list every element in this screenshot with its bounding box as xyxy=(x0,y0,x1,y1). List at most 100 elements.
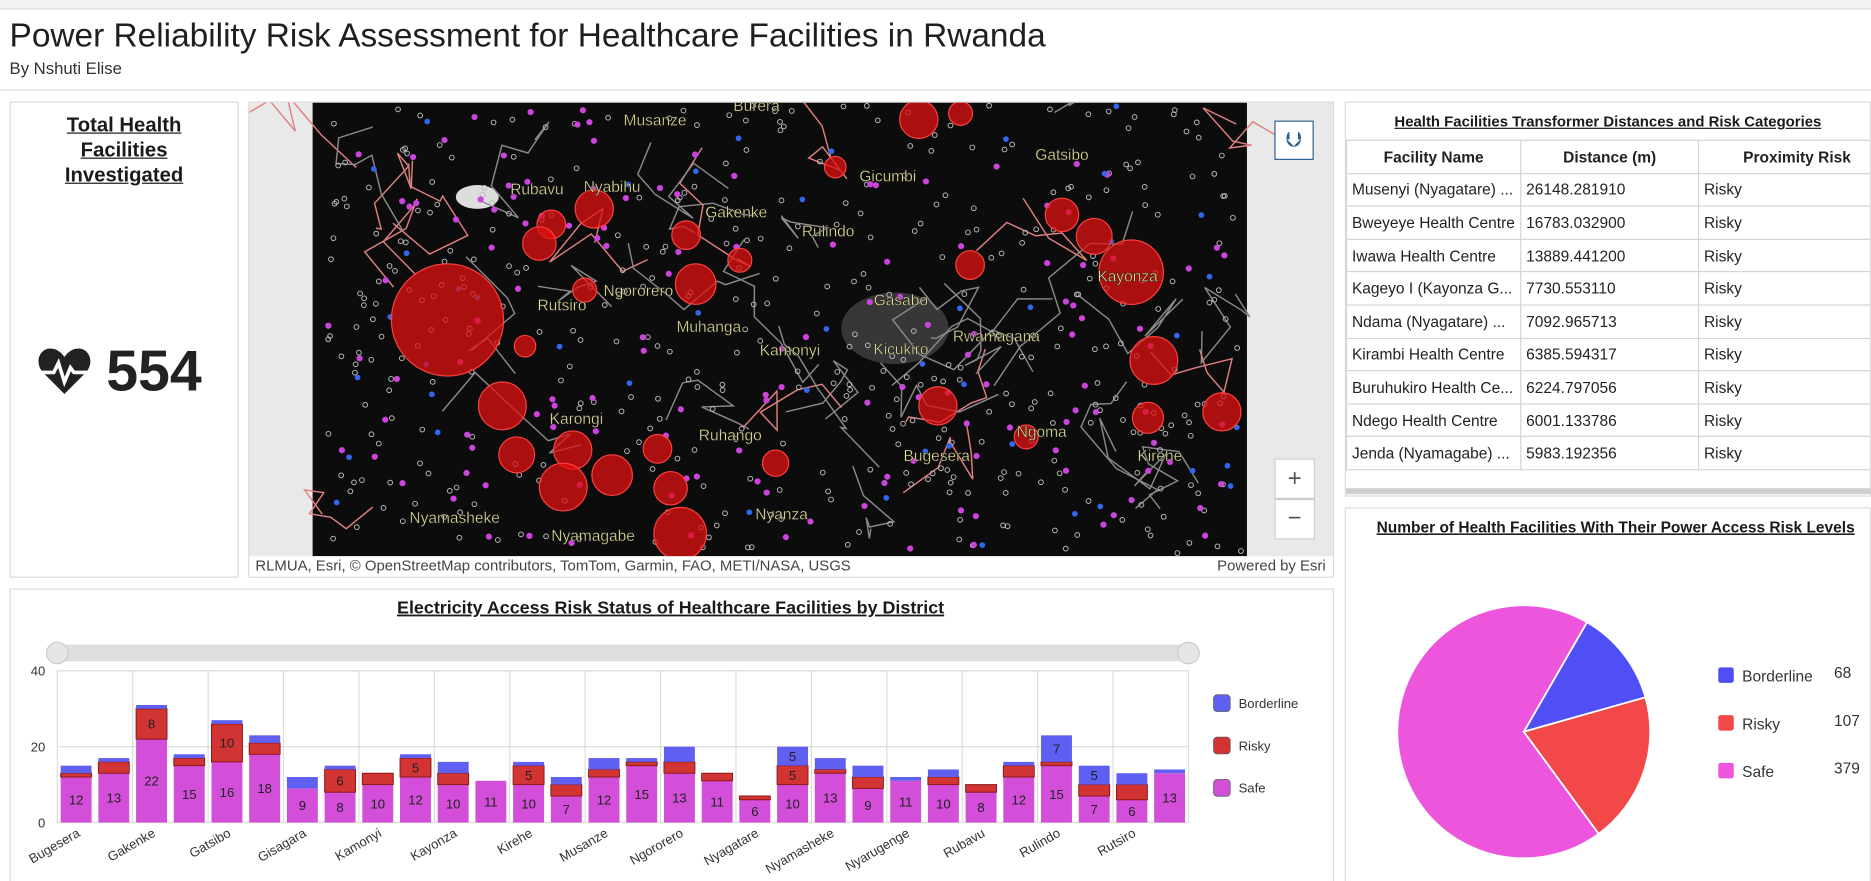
table-row[interactable]: Ndama (Nyagatare) ... 7092.965713 Risky xyxy=(1345,304,1870,339)
page-subtitle: By Nshuti Elise xyxy=(9,58,122,78)
bar-segment xyxy=(248,742,281,755)
map-facility-dot xyxy=(1145,467,1152,475)
table-container: Health Facilities Transformer Distances … xyxy=(1345,103,1870,490)
table-row[interactable]: Musenyi (Nyagatare) ... 26148.281910 Risky xyxy=(1345,172,1870,207)
map-facility-dot xyxy=(778,345,785,352)
map-place-label: Nyamagabe xyxy=(551,528,635,545)
map-facility-dot xyxy=(956,376,963,383)
map-facility-dot xyxy=(417,460,423,467)
map-facility-dot xyxy=(993,163,1000,170)
map-facility-dot xyxy=(860,270,867,277)
map-facility-dot xyxy=(910,457,917,464)
zoom-out-button[interactable]: − xyxy=(1274,498,1315,540)
table-scrollbar[interactable] xyxy=(1345,488,1871,495)
legend-swatch xyxy=(1718,715,1734,731)
map-road xyxy=(1053,102,1076,114)
bar-segment xyxy=(173,765,205,823)
map-facility-dot xyxy=(524,178,531,185)
table-row[interactable]: Iwawa Health Centre 13889.441200 Risky xyxy=(1345,238,1870,273)
map-facility-dot xyxy=(1216,240,1223,247)
bar-segment xyxy=(927,784,959,823)
map-facility-dot xyxy=(1070,302,1077,309)
map-facility-dot xyxy=(1097,503,1104,510)
legend-swatch xyxy=(1213,736,1231,755)
x-tick-label: Kayonza xyxy=(408,825,460,864)
map-facility-dot xyxy=(763,489,770,496)
table-row[interactable]: Bweyeye Health Centre 16783.032900 Risky xyxy=(1345,205,1870,240)
map-facility-dot xyxy=(622,194,629,202)
zoom-in-button[interactable]: + xyxy=(1274,458,1315,499)
map-facility-dot xyxy=(1003,136,1009,143)
map-facility-dot xyxy=(824,283,831,290)
map-facility-dot xyxy=(940,378,946,385)
map-facility-dot xyxy=(428,391,435,398)
map-facility-dot xyxy=(744,237,750,244)
table-row[interactable]: Kirambi Health Centre 6385.594317 Risky xyxy=(1345,337,1870,372)
map-facility-dot xyxy=(523,264,529,271)
map-facility-dot xyxy=(1027,304,1034,311)
map-facility-dot xyxy=(884,473,891,480)
bar-segment xyxy=(663,746,695,762)
map-facility-dot xyxy=(1193,119,1200,126)
slider-handle[interactable] xyxy=(1177,641,1200,665)
table-row[interactable]: Ndego Health Centre 6001.133786 Risky xyxy=(1345,403,1870,438)
map-facility-dot xyxy=(621,288,628,295)
map-facility-dot xyxy=(1173,332,1180,339)
map-facility-dot xyxy=(1092,346,1098,353)
map-facility-dot xyxy=(387,479,394,486)
map-facility-dot xyxy=(813,310,820,317)
map-risk-buffer xyxy=(1098,239,1165,306)
slider-handle[interactable] xyxy=(45,641,69,665)
map-facility-dot xyxy=(869,384,875,391)
bar-segment xyxy=(286,788,318,823)
map-facility-dot xyxy=(1001,146,1008,153)
map-facility-dot xyxy=(1075,291,1082,298)
map-facility-dot xyxy=(362,402,369,408)
column-header[interactable]: Distance (m) xyxy=(1520,139,1700,174)
map-facility-dot xyxy=(963,420,970,427)
table-row[interactable]: Kageyo I (Kayonza G... 7730.553110 Risky xyxy=(1345,271,1870,306)
map-facility-dot xyxy=(395,106,401,113)
map-facility-dot xyxy=(998,250,1005,257)
map-facility-dot xyxy=(429,379,436,385)
map-facility-dot xyxy=(342,159,348,166)
collapse-button[interactable]: ⮋ xyxy=(1274,120,1314,160)
map-facility-dot xyxy=(404,150,410,157)
pie-slice xyxy=(1522,696,1652,836)
map-facility-dot xyxy=(470,256,477,263)
map-place-label: Ngoma xyxy=(1017,424,1067,441)
pie-slice xyxy=(1521,620,1647,734)
map-facility-dot xyxy=(402,239,409,246)
map-facility-dot xyxy=(399,518,406,525)
table-row[interactable]: Jenda (Nyamagabe) ... 5983.192356 Risky xyxy=(1345,436,1870,471)
map-facility-dot xyxy=(1157,485,1164,492)
table-row[interactable]: Buruhukiro Health Ce... 6224.797056 Risky xyxy=(1345,370,1870,405)
map-facility-dot xyxy=(1062,486,1068,493)
map-facility-dot xyxy=(956,305,963,312)
column-header[interactable]: Facility Name xyxy=(1345,139,1522,174)
map-facility-dot xyxy=(829,241,837,248)
map-facility-dot xyxy=(1072,407,1079,414)
map-facility-dot xyxy=(844,541,851,548)
bar-segment xyxy=(513,761,545,766)
map-place-label: Burera xyxy=(733,98,780,115)
map-facility-dot xyxy=(662,243,669,250)
bar-segment xyxy=(1116,773,1148,785)
map-facility-dot xyxy=(708,216,715,222)
map-facility-dot xyxy=(1162,430,1169,437)
table-cell: 5983.192356 xyxy=(1520,436,1700,471)
map-facility-dot xyxy=(491,206,498,213)
column-header[interactable]: Proximity Risk xyxy=(1697,139,1870,174)
map-facility-dot xyxy=(589,394,596,402)
map-facility-dot xyxy=(979,542,986,548)
bar-segment xyxy=(927,769,959,778)
map-facility-dot xyxy=(731,172,738,180)
map-facility-dot xyxy=(628,394,634,400)
map-risk-buffer xyxy=(477,381,527,431)
map-facility-dot xyxy=(964,351,972,358)
map-facility-dot xyxy=(353,324,360,330)
map-facility-dot xyxy=(1087,419,1094,426)
map-facility-dot xyxy=(1166,458,1174,466)
bar-segment xyxy=(1041,765,1072,823)
map-facility-dot xyxy=(576,536,583,542)
